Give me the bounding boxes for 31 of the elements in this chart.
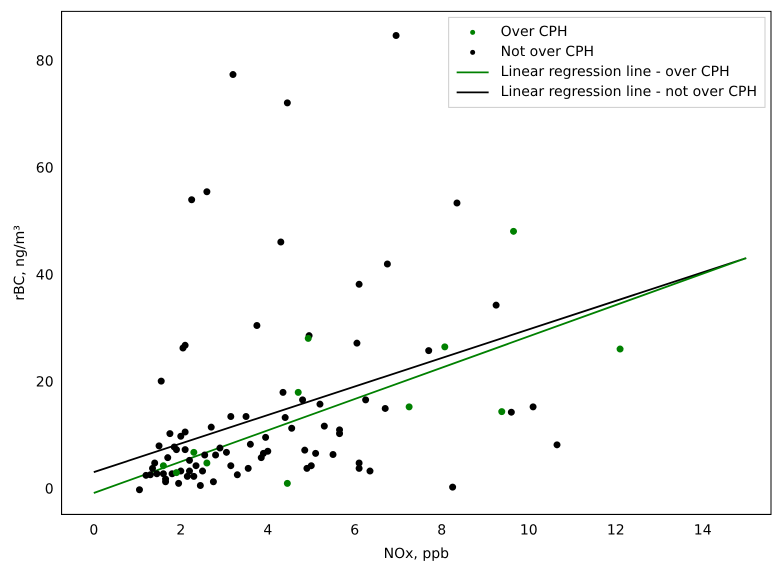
point xyxy=(498,408,506,416)
y-tick-label: 80 xyxy=(36,53,54,70)
point xyxy=(510,228,518,235)
legend-label: Linear regression line - over CPH xyxy=(500,64,730,80)
point xyxy=(190,448,198,456)
x-tick-label: 2 xyxy=(176,522,186,538)
y-axis-title: rBC, ng/m³ xyxy=(12,225,28,301)
point xyxy=(304,334,312,342)
y-tick-label: 40 xyxy=(36,267,54,284)
x-tick-label: 14 xyxy=(694,522,712,538)
y-tick-label: 60 xyxy=(36,160,54,176)
point xyxy=(284,480,291,487)
x-tick-label: 10 xyxy=(520,522,538,538)
point xyxy=(160,462,167,470)
point xyxy=(172,469,180,476)
x-tick-label: 8 xyxy=(437,522,446,538)
point xyxy=(406,403,413,410)
x-tick-label: 12 xyxy=(606,522,625,538)
legend-label: Linear regression line - not over CPH xyxy=(500,84,758,100)
x-tick-label: 6 xyxy=(350,522,360,538)
legend-label: Over CPH xyxy=(500,24,568,40)
point xyxy=(203,460,210,467)
point xyxy=(441,343,448,350)
point xyxy=(294,388,302,396)
x-axis-title: NOx, ppb xyxy=(384,546,450,562)
legend-label: Not over CPH xyxy=(500,44,594,60)
point xyxy=(616,346,624,353)
x-tick-label: 4 xyxy=(263,522,272,538)
x-tick-label: 0 xyxy=(89,522,98,538)
y-tick-label: 0 xyxy=(44,481,54,498)
y-tick-label: 20 xyxy=(36,374,54,390)
